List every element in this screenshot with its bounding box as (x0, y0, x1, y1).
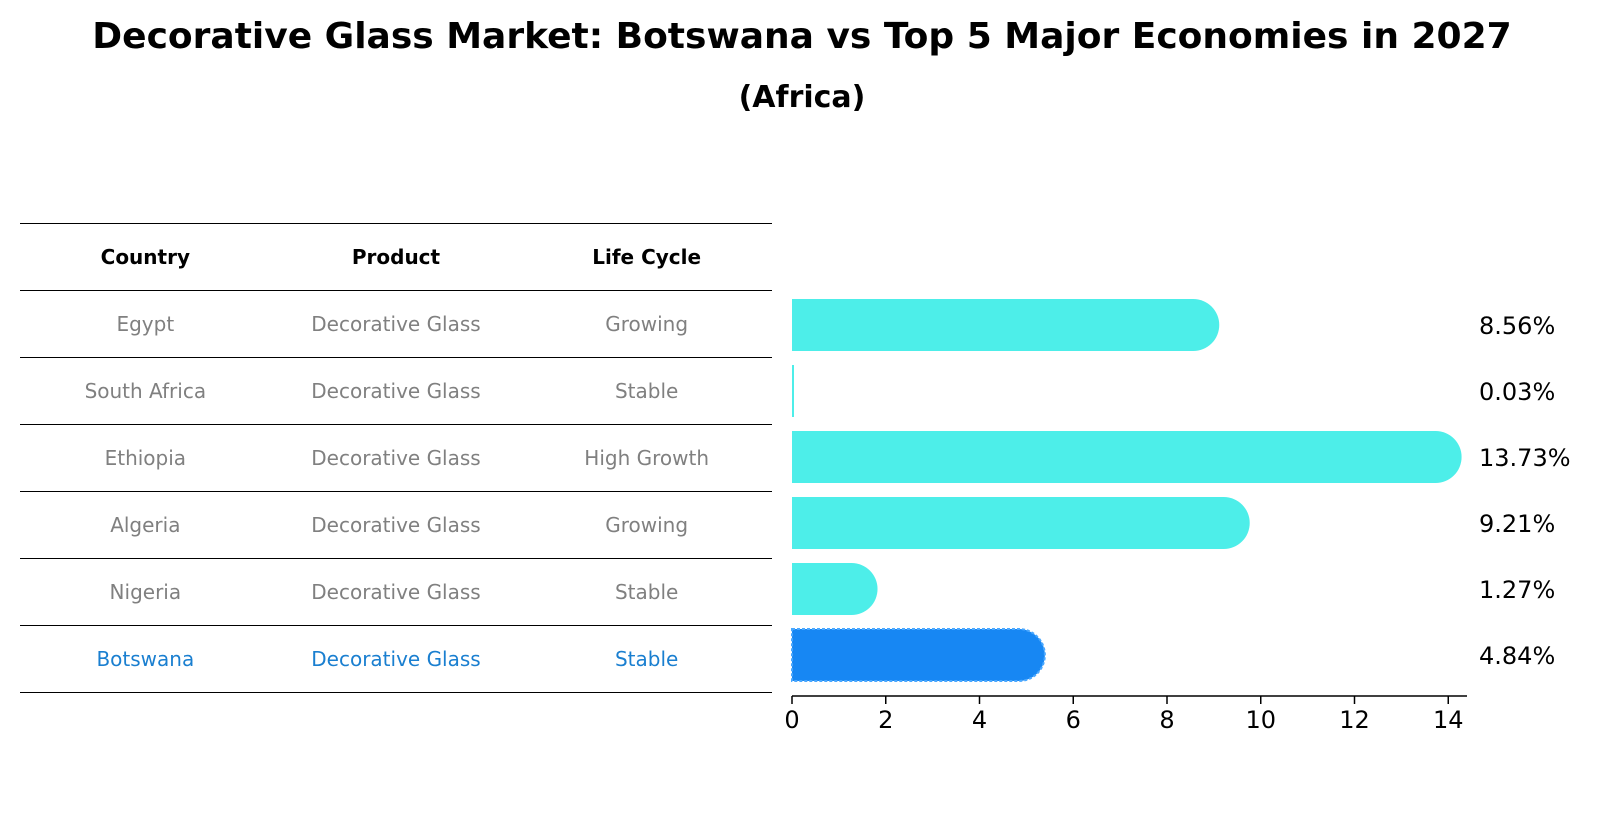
table-row-highlighted: Botswana Decorative Glass Stable (20, 625, 772, 693)
x-tick-label: 10 (1245, 706, 1276, 734)
data-table: Country Product Life Cycle Egypt Decorat… (20, 223, 772, 693)
table-row: Algeria Decorative Glass Growing (20, 491, 772, 559)
chart-subtitle: (Africa) (738, 80, 866, 115)
table-row: Nigeria Decorative Glass Stable (20, 558, 772, 626)
bar-value-label: 0.03% (1479, 378, 1555, 406)
life-cycle-cell: Growing (521, 491, 772, 559)
column-header-life-cycle: Life Cycle (521, 223, 772, 291)
table-row: Egypt Decorative Glass Growing (20, 290, 772, 358)
bar-value-label: 8.56% (1479, 312, 1555, 340)
life-cycle-cell: Stable (521, 625, 772, 693)
x-tick-label: 6 (1066, 706, 1081, 734)
product-cell: Decorative Glass (270, 625, 522, 693)
country-cell: Egypt (20, 290, 271, 358)
x-tick-label: 0 (784, 706, 799, 734)
bar-algeria (792, 497, 1250, 549)
bar-value-label: 9.21% (1479, 510, 1555, 538)
bar-value-label: 1.27% (1479, 576, 1555, 604)
x-tick-label: 12 (1339, 706, 1370, 734)
product-cell: Decorative Glass (270, 290, 522, 358)
bar-egypt (792, 299, 1220, 351)
column-header-product: Product (270, 223, 522, 291)
table-header-row: Country Product Life Cycle (20, 223, 772, 291)
bar-ethiopia (792, 431, 1462, 483)
country-cell: Algeria (20, 491, 271, 559)
product-cell: Decorative Glass (270, 558, 522, 626)
country-cell: Botswana (20, 625, 271, 693)
life-cycle-cell: Stable (521, 558, 772, 626)
product-cell: Decorative Glass (270, 491, 522, 559)
x-tick-label: 4 (972, 706, 987, 734)
life-cycle-cell: High Growth (521, 424, 772, 492)
bar-botswana (791, 628, 1046, 682)
life-cycle-cell: Stable (521, 357, 772, 425)
chart-title: Decorative Glass Market: Botswana vs Top… (92, 16, 1512, 57)
country-cell: Nigeria (20, 558, 271, 626)
table-row: South Africa Decorative Glass Stable (20, 357, 772, 425)
bar-value-label: 13.73% (1479, 444, 1571, 472)
bar-south-africa (792, 365, 794, 417)
bar-nigeria (792, 563, 878, 615)
country-cell: South Africa (20, 357, 271, 425)
country-cell: Ethiopia (20, 424, 271, 492)
bar-value-label: 4.84% (1479, 642, 1555, 670)
x-tick-label: 2 (878, 706, 893, 734)
product-cell: Decorative Glass (270, 424, 522, 492)
life-cycle-cell: Growing (521, 290, 772, 358)
x-tick-label: 8 (1159, 706, 1174, 734)
table-row: Ethiopia Decorative Glass High Growth (20, 424, 772, 492)
product-cell: Decorative Glass (270, 357, 522, 425)
x-tick-label: 14 (1433, 706, 1464, 734)
column-header-country: Country (20, 223, 271, 291)
